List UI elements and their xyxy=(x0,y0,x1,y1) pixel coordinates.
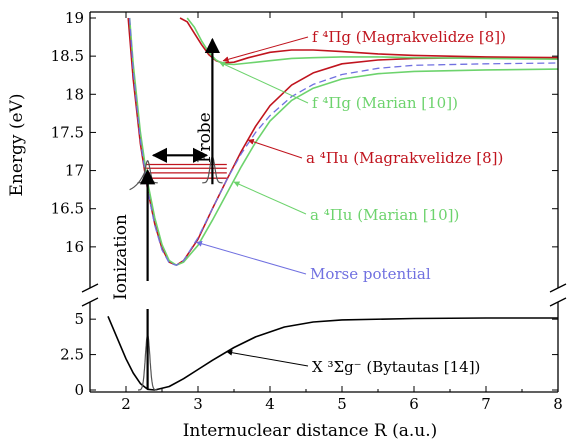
series-line-4 xyxy=(179,17,558,64)
axis-break-mark xyxy=(549,283,567,293)
x-tick-label: 6 xyxy=(409,395,419,413)
x-tick-label: 8 xyxy=(553,395,563,413)
axis-break-mark xyxy=(81,283,99,293)
pointer-arrow-3 xyxy=(233,181,307,215)
x-tick-label: 7 xyxy=(481,395,491,413)
label-a-marian: a ⁴Πu (Marian [10]) xyxy=(310,206,459,224)
label-f-magrakvelidze: f ⁴Πg (Magrakvelidze [8]) xyxy=(312,28,506,46)
series-line-3 xyxy=(128,17,558,266)
probe-label: Probe xyxy=(195,112,215,163)
ionization-label: Ionization xyxy=(111,214,131,300)
axis-break-mark xyxy=(549,297,567,307)
y-tick-label: 16 xyxy=(65,238,84,256)
label-morse: Morse potential xyxy=(310,265,431,283)
y-tick-label: 17 xyxy=(65,162,84,180)
y-tick-label: 0 xyxy=(74,381,84,399)
y-tick-label: 16.5 xyxy=(51,200,84,218)
y-tick-label: 18.5 xyxy=(51,47,84,65)
x-tick-label: 4 xyxy=(265,395,275,413)
label-a-magrakvelidze: a ⁴Πu (Magrakvelidze [8]) xyxy=(306,149,503,167)
x-axis-label: Internuclear distance R (a.u.) xyxy=(183,421,438,441)
wavepackets-layer xyxy=(129,156,223,391)
axis-break-mark xyxy=(81,297,99,307)
y-tick-label: 18 xyxy=(65,85,84,103)
x-tick-label: 2 xyxy=(121,395,131,413)
y-tick-label: 19 xyxy=(65,9,84,27)
y-axis-label: Energy (eV) xyxy=(7,93,27,196)
label-f-marian: f ⁴Πg (Marian [10]) xyxy=(312,94,458,112)
pointer-arrow-0 xyxy=(222,36,309,63)
series-line-0 xyxy=(107,315,558,391)
y-tick-label: 5 xyxy=(74,310,84,328)
label-x-bytautas: X ³Σg⁻ (Bytautas [14]) xyxy=(312,358,480,376)
pointer-arrow-5 xyxy=(226,349,309,367)
curves-layer xyxy=(107,17,558,391)
arrows-layer xyxy=(139,36,309,390)
pointer-arrow-2 xyxy=(247,138,303,159)
pointer-arrow-1 xyxy=(219,61,309,104)
y-tick-label: 2.5 xyxy=(60,346,84,364)
series-line-1 xyxy=(127,17,558,267)
pointer-arrow-4 xyxy=(195,240,307,275)
x-tick-label: 5 xyxy=(337,395,347,413)
axes-layer: 2 3 4 5 6 7 8 16 16.5 17 17.5 18 18.5 19 0 2.5 5 xyxy=(51,9,567,413)
series-line-2 xyxy=(128,17,558,267)
y-tick-label: 17.5 xyxy=(51,123,84,141)
x-tick-label: 3 xyxy=(193,395,203,413)
